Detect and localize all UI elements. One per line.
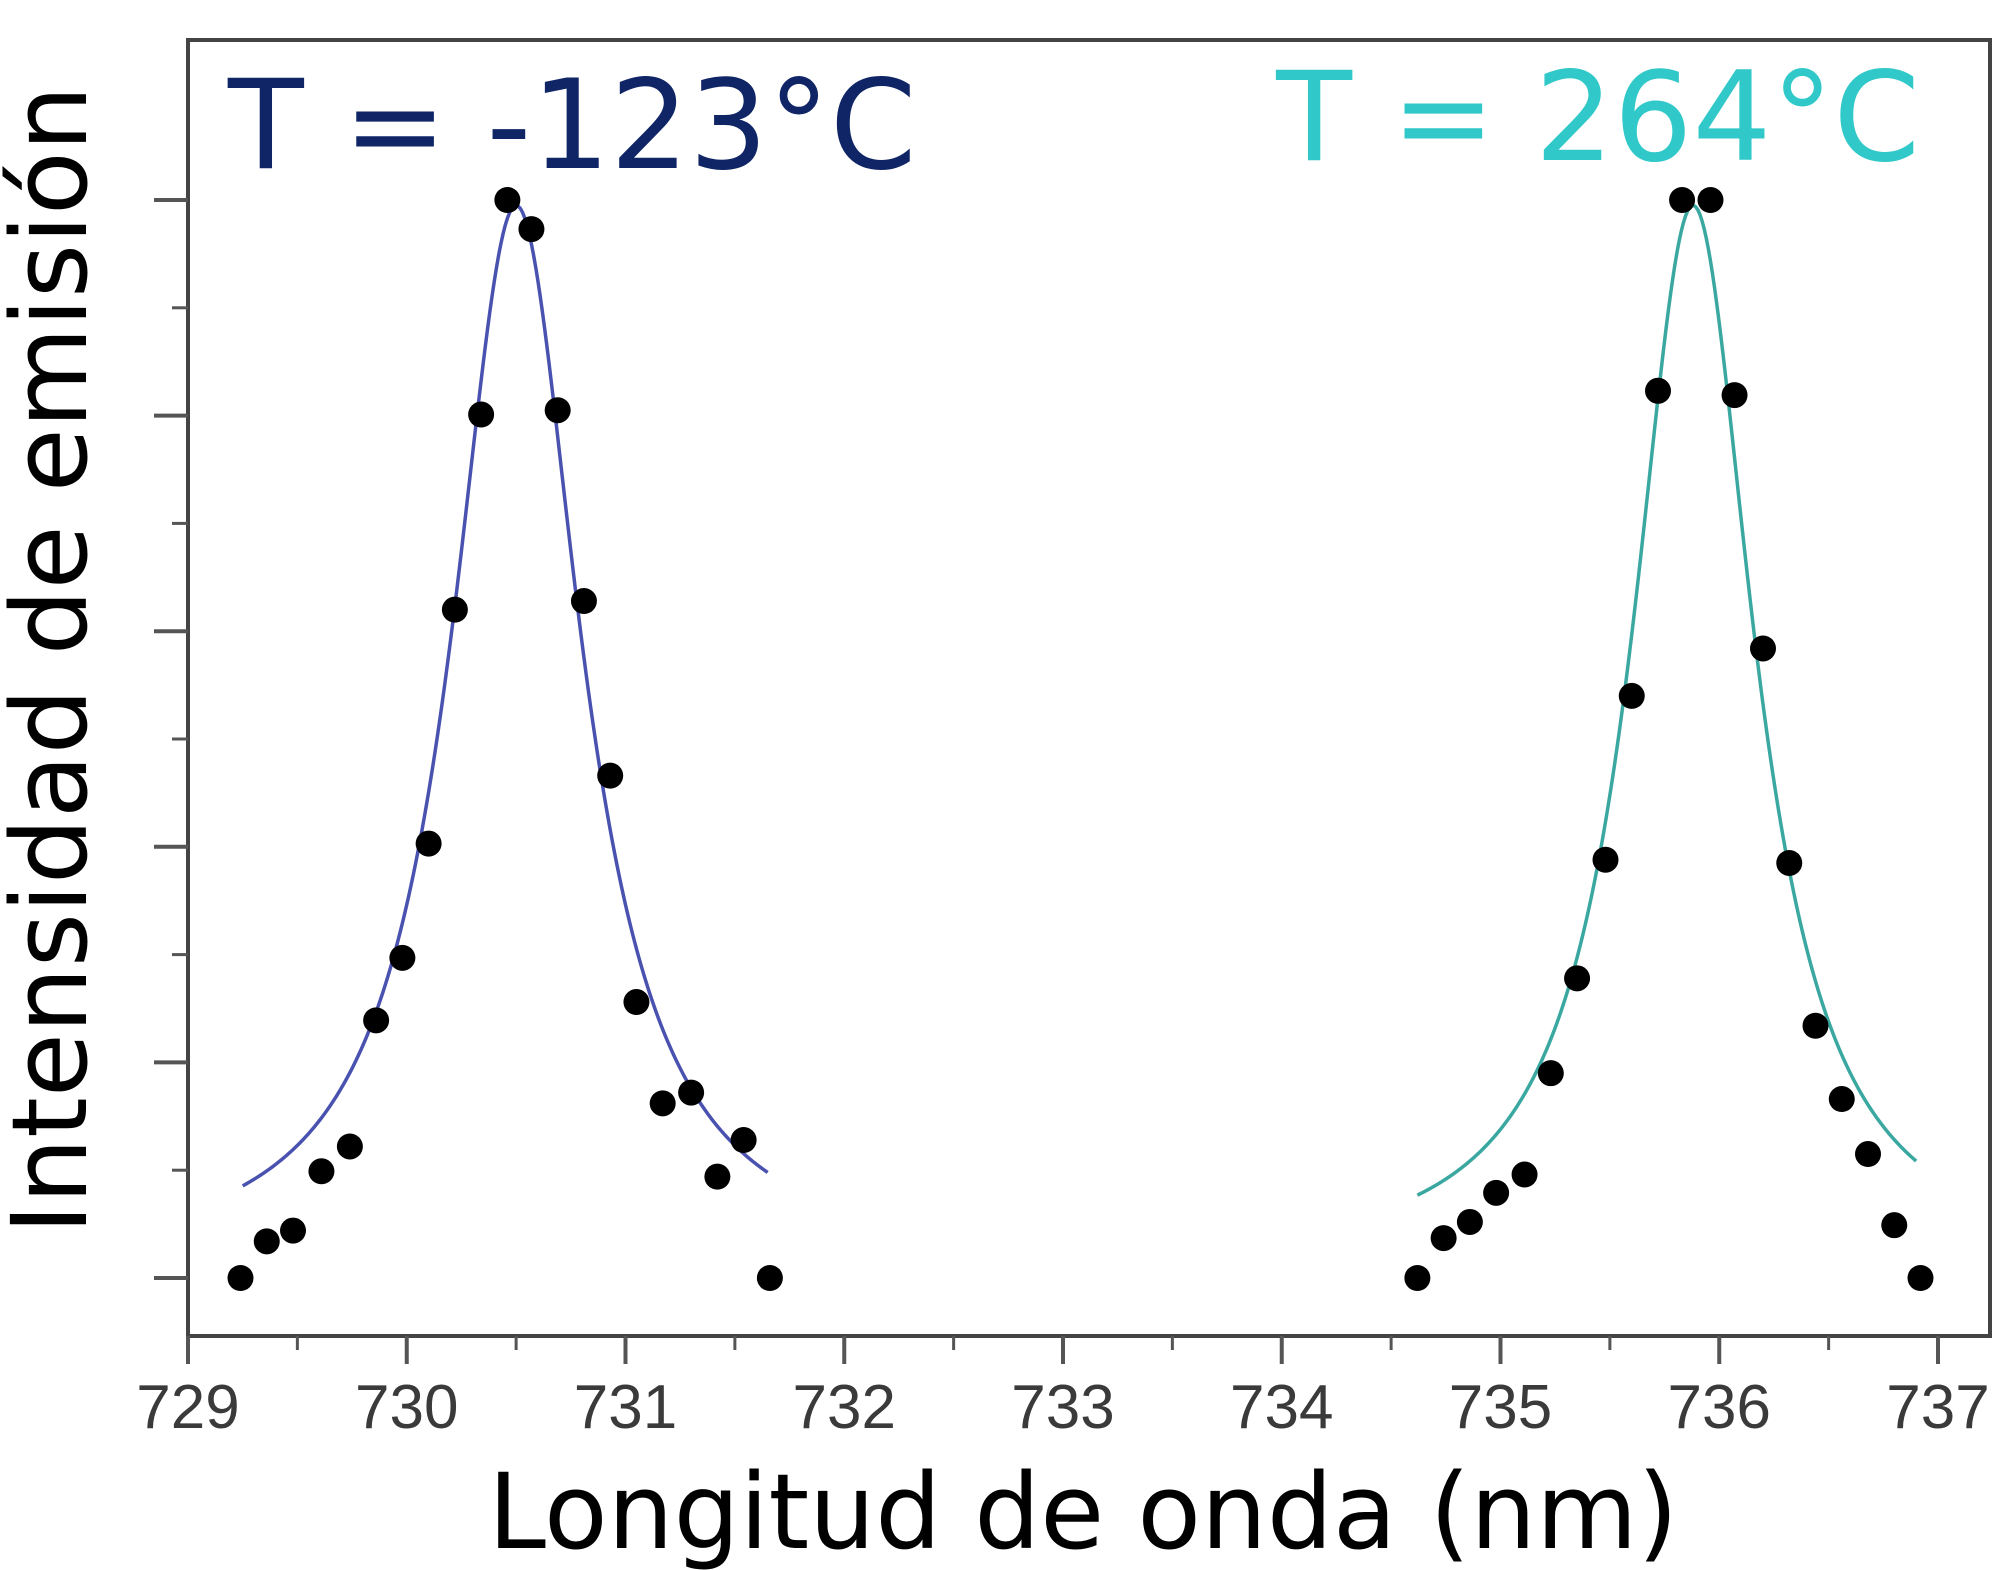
data-point-series-2 [1645,377,1671,404]
x-tick-label: 733 [1011,1373,1114,1442]
x-axis-ticks [186,1336,1940,1364]
data-point-series-2 [1430,1225,1457,1252]
data-point-series-2 [1881,1212,1908,1239]
data-point-series-2 [1669,187,1696,213]
data-point-series-1 [253,1228,280,1255]
data-point-series-2 [1776,849,1803,876]
data-points [227,187,1934,1291]
x-axis-tick-labels: 729 730 731 732 733 734 735 736 737 [136,1373,1989,1442]
x-tick-label: 735 [1449,1373,1552,1442]
data-point-series-2 [1855,1141,1881,1168]
data-point-series-2 [1511,1161,1538,1188]
fit-curves [241,203,1918,1197]
data-point-series-1 [227,1265,254,1291]
data-point-series-1 [704,1163,731,1190]
x-tick-label: 729 [136,1373,239,1442]
data-point-series-1 [756,1265,783,1291]
data-point-series-2 [1721,382,1748,409]
data-point-series-1 [570,588,597,615]
series-label-hot: T = 264°C [1275,46,1920,190]
data-point-series-1 [518,216,545,243]
data-point-series-2 [1564,965,1591,992]
y-axis-ticks [154,198,188,1280]
data-point-series-1 [363,1007,390,1034]
data-point-series-1 [494,187,521,213]
data-point-series-1 [730,1127,757,1154]
x-tick-label: 737 [1886,1373,1989,1442]
x-tick-label: 734 [1230,1373,1333,1442]
data-point-series-1 [389,944,416,971]
data-point-series-2 [1828,1086,1855,1113]
data-point-series-1 [441,596,468,623]
data-point-series-2 [1907,1265,1934,1291]
data-point-series-2 [1404,1265,1431,1291]
data-point-series-1 [468,401,495,428]
data-point-series-2 [1592,846,1619,873]
data-point-series-2 [1483,1179,1510,1206]
data-point-series-1 [649,1090,676,1117]
x-axis-label: Longitud de onda (nm) [488,1451,1678,1570]
y-axis-label: Intensidad de emisión [0,85,111,1234]
series-label-cold: T = -123°C [227,54,916,198]
data-point-series-2 [1750,635,1776,662]
data-point-series-1 [597,762,624,789]
data-point-series-2 [1697,187,1724,213]
data-point-series-1 [623,989,650,1016]
data-point-series-1 [336,1133,363,1160]
data-point-series-2 [1537,1060,1564,1087]
x-tick-label: 730 [355,1373,458,1442]
x-tick-label: 736 [1668,1373,1771,1442]
data-point-series-2 [1618,682,1645,709]
fit-curve-series-2 [1416,203,1918,1197]
data-point-series-2 [1456,1208,1483,1235]
fit-curve-series-1 [241,203,769,1188]
x-tick-label: 732 [793,1373,896,1442]
data-point-series-1 [308,1158,335,1185]
data-point-series-1 [415,830,442,857]
plot-frame [186,38,1992,1338]
data-point-series-1 [678,1079,705,1106]
data-point-series-1 [544,397,571,424]
data-point-series-1 [280,1217,306,1244]
data-point-series-2 [1802,1012,1829,1039]
x-tick-label: 731 [574,1373,677,1442]
